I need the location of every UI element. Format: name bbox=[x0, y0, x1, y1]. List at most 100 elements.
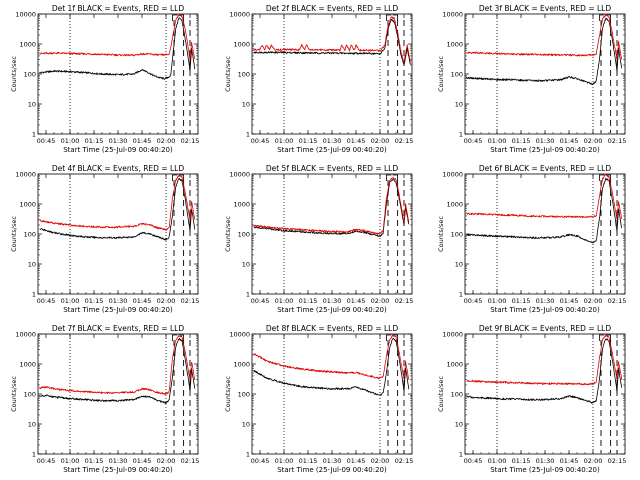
x-tick-label: 01:45 bbox=[347, 137, 366, 145]
y-tick-label: 1 bbox=[246, 131, 250, 139]
x-tick-label: 02:00 bbox=[157, 137, 176, 145]
y-tick-label: 1 bbox=[459, 131, 463, 139]
x-axis-label: Start Time (25-Jul-09 00:40:20) bbox=[277, 466, 387, 474]
panel-title: Det 9f BLACK = Events, RED = LLD bbox=[479, 324, 612, 333]
lld-rate-line bbox=[253, 334, 410, 380]
interval-bracket-right bbox=[392, 14, 399, 21]
x-tick-label: 02:00 bbox=[584, 297, 603, 305]
x-tick-label: 01:30 bbox=[109, 297, 128, 305]
y-tick-label: 100 bbox=[451, 71, 463, 79]
y-tick-label: 10000 bbox=[229, 331, 250, 339]
x-axis-label: Start Time (25-Jul-09 00:40:20) bbox=[277, 146, 387, 154]
interval-bracket-left bbox=[599, 334, 605, 341]
x-tick-label: 01:15 bbox=[512, 137, 531, 145]
interval-bracket-right bbox=[178, 174, 185, 181]
x-tick-label: 02:15 bbox=[181, 297, 200, 305]
y-axis-label: Counts/sec bbox=[224, 376, 232, 412]
y-tick-label: 100 bbox=[238, 71, 250, 79]
y-tick-label: 10000 bbox=[15, 171, 36, 179]
y-axis-label: Counts/sec bbox=[437, 56, 445, 92]
events-rate-line bbox=[253, 179, 410, 237]
panel-det-6: Det 6f BLACK = Events, RED = LLD 1 10 100 10… bbox=[437, 164, 626, 314]
x-tick-label: 02:00 bbox=[157, 457, 176, 465]
x-tick-label: 01:45 bbox=[347, 457, 366, 465]
y-tick-label: 1 bbox=[32, 451, 36, 459]
panel-title: Det 5f BLACK = Events, RED = LLD bbox=[266, 164, 399, 173]
y-tick-label: 10000 bbox=[15, 331, 36, 339]
x-tick-label: 01:30 bbox=[323, 137, 342, 145]
x-tick-label: 01:00 bbox=[488, 457, 507, 465]
x-tick-label: 02:15 bbox=[181, 137, 200, 145]
interval-bracket-left bbox=[385, 174, 392, 181]
interval-bracket-left bbox=[171, 334, 178, 341]
y-tick-label: 1000 bbox=[233, 361, 250, 369]
y-tick-label: 1000 bbox=[19, 201, 36, 209]
x-tick-label: 01:45 bbox=[133, 297, 152, 305]
events-rate-line bbox=[253, 337, 410, 396]
x-tick-label: 00:45 bbox=[464, 297, 483, 305]
events-rate-line bbox=[39, 337, 196, 405]
lld-rate-line bbox=[466, 173, 623, 221]
x-tick-label: 01:15 bbox=[299, 457, 318, 465]
lld-rate-line bbox=[39, 13, 196, 61]
y-axis-label: Counts/sec bbox=[10, 216, 18, 252]
y-tick-label: 1 bbox=[32, 291, 36, 299]
interval-bracket-left bbox=[385, 334, 392, 341]
x-tick-label: 01:15 bbox=[85, 457, 104, 465]
interval-bracket-left bbox=[171, 174, 178, 181]
x-tick-label: 01:00 bbox=[275, 137, 294, 145]
x-axis-label: Start Time (25-Jul-09 00:40:20) bbox=[63, 306, 173, 314]
y-axis-label: Counts/sec bbox=[224, 56, 232, 92]
x-tick-label: 01:15 bbox=[512, 457, 531, 465]
y-tick-label: 10 bbox=[242, 261, 250, 269]
y-tick-label: 10 bbox=[28, 421, 36, 429]
x-tick-label: 01:45 bbox=[133, 457, 152, 465]
y-tick-label: 10 bbox=[455, 261, 463, 269]
y-tick-label: 10 bbox=[242, 421, 250, 429]
x-tick-label: 02:00 bbox=[371, 457, 390, 465]
x-tick-label: 01:00 bbox=[61, 457, 80, 465]
x-tick-label: 01:15 bbox=[85, 137, 104, 145]
interval-bracket-left bbox=[385, 14, 392, 21]
x-tick-label: 00:45 bbox=[251, 457, 270, 465]
x-tick-label: 02:15 bbox=[181, 457, 200, 465]
x-tick-label: 01:00 bbox=[488, 137, 507, 145]
panel-det-9: Det 9f BLACK = Events, RED = LLD 1 10 100 10… bbox=[437, 324, 626, 474]
x-tick-label: 00:45 bbox=[464, 137, 483, 145]
y-tick-label: 10 bbox=[455, 421, 463, 429]
x-tick-label: 01:45 bbox=[347, 297, 366, 305]
y-tick-label: 100 bbox=[24, 231, 36, 239]
x-tick-label: 01:15 bbox=[299, 137, 318, 145]
x-tick-label: 02:15 bbox=[395, 457, 414, 465]
x-tick-label: 01:30 bbox=[323, 297, 342, 305]
x-tick-label: 01:45 bbox=[560, 457, 579, 465]
y-axis-label: Counts/sec bbox=[437, 216, 445, 252]
y-tick-label: 1000 bbox=[19, 41, 36, 49]
x-axis-label: Start Time (25-Jul-09 00:40:20) bbox=[490, 466, 600, 474]
y-tick-label: 10 bbox=[28, 261, 36, 269]
x-tick-label: 02:00 bbox=[157, 297, 176, 305]
y-axis-label: Counts/sec bbox=[437, 376, 445, 412]
y-tick-label: 100 bbox=[24, 71, 36, 79]
x-tick-label: 00:45 bbox=[464, 457, 483, 465]
x-tick-label: 00:45 bbox=[37, 297, 56, 305]
x-tick-label: 02:15 bbox=[608, 137, 627, 145]
lld-rate-line bbox=[466, 334, 623, 386]
lld-rate-line bbox=[39, 335, 196, 396]
y-tick-label: 1000 bbox=[446, 41, 463, 49]
x-axis-label: Start Time (25-Jul-09 00:40:20) bbox=[277, 306, 387, 314]
y-tick-label: 100 bbox=[451, 391, 463, 399]
x-axis-label: Start Time (25-Jul-09 00:40:20) bbox=[490, 146, 600, 154]
interval-bracket-right bbox=[605, 334, 611, 341]
x-tick-label: 01:30 bbox=[109, 457, 128, 465]
y-tick-label: 100 bbox=[451, 231, 463, 239]
x-axis-label: Start Time (25-Jul-09 00:40:20) bbox=[490, 306, 600, 314]
interval-bracket-left bbox=[171, 14, 178, 21]
lld-rate-line bbox=[253, 176, 410, 235]
x-tick-label: 01:15 bbox=[85, 297, 104, 305]
y-tick-label: 1000 bbox=[446, 361, 463, 369]
panel-det-5: Det 5f BLACK = Events, RED = LLD 1 10 100 10… bbox=[224, 164, 413, 314]
x-tick-label: 01:15 bbox=[299, 297, 318, 305]
x-tick-label: 01:30 bbox=[323, 457, 342, 465]
